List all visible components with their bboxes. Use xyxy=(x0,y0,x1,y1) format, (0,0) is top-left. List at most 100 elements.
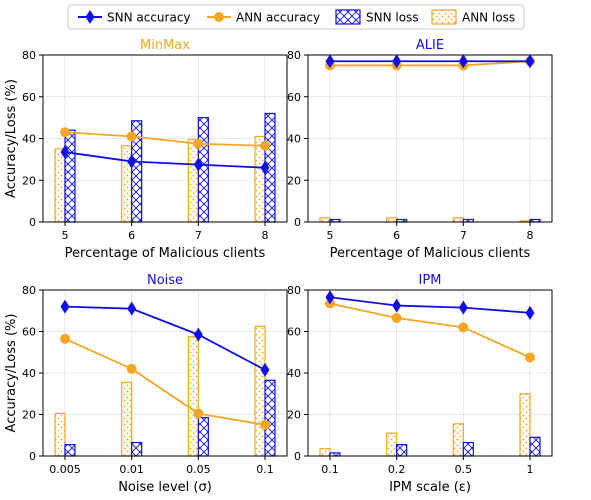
chart-title: MinMax xyxy=(140,38,190,53)
y-tick-label: 40 xyxy=(287,133,301,146)
y-tick-label: 20 xyxy=(22,174,36,187)
y-tick-label: 20 xyxy=(22,409,36,422)
bar-ann-loss xyxy=(386,432,398,457)
x-axis-label: Noise level (σ) xyxy=(118,480,212,495)
diamond-marker-icon xyxy=(85,10,95,24)
chart-panel-0: 0 20 40 60 80 5 6 7 8 MinMax Percentage of Malicio… xyxy=(4,38,288,261)
legend-item-snn-accuracy: SNN accuracy xyxy=(78,10,191,25)
bar-ann-loss xyxy=(319,217,331,223)
bar-ann-loss xyxy=(452,217,464,223)
chart-title: Noise xyxy=(147,273,183,288)
y-tick-label: 20 xyxy=(287,174,301,187)
point-snn-accuracy xyxy=(60,299,70,314)
point-ann-accuracy xyxy=(126,363,137,374)
point-ann-accuracy xyxy=(193,408,204,419)
point-snn-accuracy xyxy=(525,305,535,320)
line-snn-accuracy xyxy=(329,296,531,314)
point-ann-accuracy xyxy=(458,322,469,333)
y-tick-label: 0 xyxy=(294,450,301,463)
bar-snn-loss xyxy=(131,441,143,457)
bar-ann-loss xyxy=(254,325,266,457)
y-tick-label: 60 xyxy=(287,91,301,104)
x-tick-label: 0.1 xyxy=(321,463,339,476)
chart-panel-1: 0 20 40 60 80 5 6 7 8 ALIE Percentage of Malicious… xyxy=(287,38,553,261)
y-tick-label: 80 xyxy=(22,284,36,297)
x-tick-label: 8 xyxy=(527,229,534,242)
line-ann-accuracy xyxy=(330,60,531,67)
y-tick-label: 60 xyxy=(22,326,36,339)
chart-title: IPM xyxy=(419,273,442,288)
point-snn-accuracy xyxy=(458,300,468,315)
hatched-swatch-icon xyxy=(335,9,361,25)
x-tick-label: 1 xyxy=(527,463,534,476)
point-snn-accuracy xyxy=(60,145,70,160)
point-snn-accuracy xyxy=(127,301,137,316)
legend-item-snn-loss: SNN loss xyxy=(335,9,419,25)
legend-label-snn-accuracy: SNN accuracy xyxy=(107,11,191,25)
y-axis-label: Accuracy/Loss (%) xyxy=(4,79,19,198)
y-tick-label: 40 xyxy=(22,367,36,380)
bar-snn-loss xyxy=(264,379,276,457)
y-tick-label: 80 xyxy=(287,49,301,62)
x-tick-label: 0.05 xyxy=(186,463,211,476)
y-tick-label: 20 xyxy=(287,409,301,422)
legend: SNN accuracy ANN accuracy SNN loss ANN l… xyxy=(67,4,525,30)
axes-frame xyxy=(42,54,288,223)
bar-snn-loss xyxy=(197,117,209,223)
axes-frame xyxy=(307,54,553,223)
point-ann-accuracy xyxy=(193,138,204,149)
point-ann-accuracy xyxy=(391,313,402,324)
bar-ann-loss xyxy=(121,381,133,457)
line-ann-accuracy xyxy=(64,337,266,426)
legend-item-ann-loss: ANN loss xyxy=(431,9,515,25)
axes-frame xyxy=(307,289,553,457)
line-ann-accuracy xyxy=(329,302,531,359)
y-tick-label: 60 xyxy=(287,326,301,339)
line-snn-accuracy xyxy=(64,151,266,169)
bar-ann-loss xyxy=(54,412,66,457)
point-snn-accuracy xyxy=(458,54,468,69)
x-axis-label: IPM scale (ε) xyxy=(389,480,471,495)
x-tick-label: 7 xyxy=(460,229,467,242)
legend-label-ann-accuracy: ANN accuracy xyxy=(236,11,320,25)
bar-ann-loss xyxy=(452,423,464,457)
bar-snn-loss xyxy=(529,436,541,457)
y-tick-label: 0 xyxy=(29,216,36,229)
y-tick-label: 40 xyxy=(22,133,36,146)
point-snn-accuracy xyxy=(193,327,203,342)
point-ann-accuracy xyxy=(126,131,137,142)
x-axis-label: Percentage of Malicious clients xyxy=(330,246,531,261)
x-tick-label: 0.5 xyxy=(455,463,473,476)
chart-panel-3: 0 20 40 60 80 0.1 0.2 0.5 1 IPM IPM scale (ε) xyxy=(287,273,553,495)
bar-ann-loss xyxy=(54,148,66,223)
x-tick-label: 7 xyxy=(195,229,202,242)
bar-snn-loss xyxy=(396,443,408,457)
legend-label-ann-loss: ANN loss xyxy=(462,11,515,25)
dotted-swatch-icon xyxy=(431,9,457,25)
point-ann-accuracy xyxy=(260,419,270,430)
axes-frame xyxy=(42,289,288,457)
y-tick-label: 0 xyxy=(294,216,301,229)
point-snn-accuracy xyxy=(193,157,203,172)
circle-marker-icon xyxy=(214,12,224,22)
point-snn-accuracy xyxy=(392,298,402,313)
point-snn-accuracy xyxy=(127,154,137,169)
chart-title: ALIE xyxy=(416,38,444,53)
point-ann-accuracy xyxy=(60,127,70,138)
bar-ann-loss xyxy=(519,393,531,457)
x-tick-label: 5 xyxy=(62,229,69,242)
point-snn-accuracy xyxy=(260,160,270,175)
y-tick-label: 60 xyxy=(22,91,36,104)
bar-ann-loss xyxy=(187,138,199,223)
x-tick-label: 8 xyxy=(262,229,269,242)
legend-label-snn-loss: SNN loss xyxy=(366,11,419,25)
x-tick-label: 6 xyxy=(393,229,400,242)
x-tick-label: 0.01 xyxy=(119,463,144,476)
legend-item-ann-accuracy: ANN accuracy xyxy=(207,11,320,25)
x-tick-label: 5 xyxy=(327,229,334,242)
line-snn-accuracy xyxy=(64,305,266,371)
bar-snn-loss xyxy=(64,443,76,457)
x-tick-label: 0.1 xyxy=(256,463,274,476)
point-snn-accuracy xyxy=(325,290,335,305)
